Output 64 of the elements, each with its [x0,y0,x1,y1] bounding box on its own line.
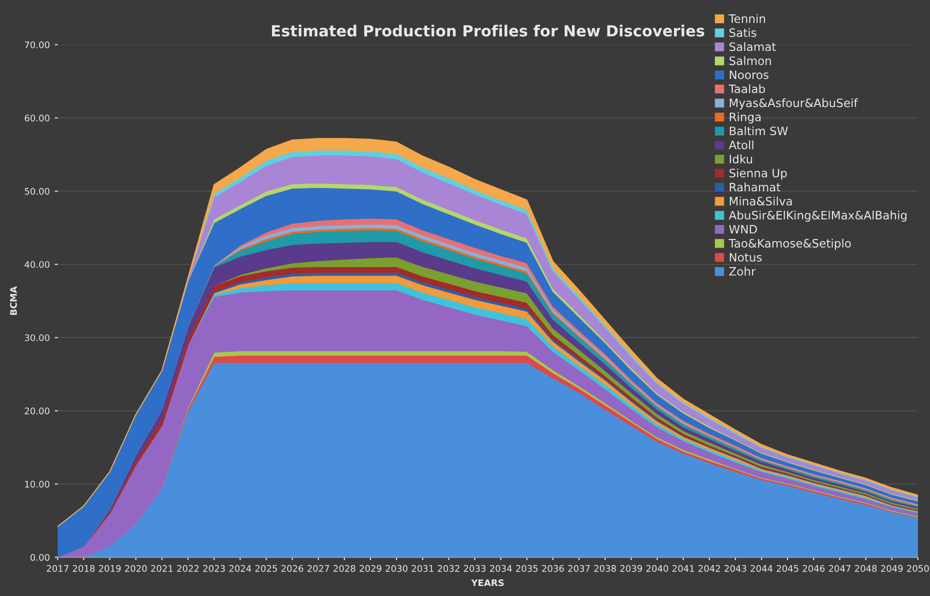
legend-label: Zohr [729,266,756,276]
legend-label: Taalab [728,84,765,94]
x-tick-label: 2031 [412,565,434,572]
y-tick-label: 20.00 [24,408,50,414]
x-tick-label: 2021 [151,565,173,572]
y-tick-label: 30.00 [24,334,50,342]
legend-label: Myas&Asfour&AbuSeif [730,98,858,110]
legend-label: Ringa [730,112,761,124]
x-tick-label: 2027 [308,565,330,572]
x-tick-label: 2036 [542,565,564,572]
legend-label: Mina&Silva [730,196,792,206]
x-tick-label: 2022 [177,565,199,572]
x-tick-label: 2044 [750,565,772,572]
x-tick-label: 2045 [776,565,798,572]
x-tick-label: 2039 [620,565,642,572]
x-axis-title: YEARS [471,579,504,586]
legend-label: WND [729,225,757,234]
x-tick-label: 2042 [698,565,720,572]
x-tick-label: 2023 [203,565,225,572]
chart-title: Estimated Production Profiles for New Discoveries [272,24,704,37]
legend-label: Salmon [729,56,771,66]
x-tick-label: 2025 [255,565,277,572]
x-tick-label: 2032 [438,565,460,572]
x-tick-label: 2047 [828,565,850,572]
x-tick-label: 2024 [229,565,252,572]
x-tick-label: 2037 [568,565,590,572]
legend-label: Baltim SW [730,126,788,136]
y-axis-title: BCMA [10,286,17,315]
x-tick-label: 2026 [281,565,304,572]
legend-label: Tao&Kamose&Setiplo [728,238,851,250]
legend-label: Tennin [728,14,766,23]
x-tick-label: 2041 [672,565,694,572]
legend-label: Notus [730,253,762,262]
y-tick-label: 0.00 [30,554,50,561]
x-tick-label: 2029 [360,565,382,572]
x-tick-label: 2035 [516,565,538,572]
x-tick-label: 2017 [46,565,68,572]
y-tick-label: 10.00 [25,480,50,488]
legend-label: Satis [729,28,756,38]
x-tick-label: 2050 [907,565,929,572]
x-tick-label: 2049 [881,565,903,572]
x-tick-label: 2038 [594,565,616,572]
x-tick-label: 2033 [464,565,486,572]
legend-label: Salamat [729,42,776,52]
x-tick-label: 2020 [125,565,147,572]
x-tick-label: 2046 [802,565,825,572]
legend-label: Idku [730,154,752,164]
x-tick-label: 2043 [724,565,746,572]
x-tick-label: 2048 [854,565,877,572]
y-tick-label: 70.00 [24,41,50,48]
legend-label: Nooros [730,70,768,80]
x-tick-label: 2030 [386,565,408,572]
x-tick-label: 2034 [490,565,512,572]
x-tick-label: 2028 [334,565,356,572]
y-tick-label: 60.00 [24,114,50,122]
legend-label: AbuSir&ElKing&ElMax&AlBahig [728,210,906,222]
y-tick-label: 50.00 [24,188,50,195]
y-tick-label: 40.00 [24,261,50,268]
x-tick-label: 2018 [72,565,95,572]
x-tick-label: 2019 [98,565,121,572]
legend-label: Rahamat [730,182,780,192]
legend-label: Sienna Up [729,168,787,180]
x-tick-label: 2040 [646,565,668,572]
legend-label: Atoll [728,140,754,150]
